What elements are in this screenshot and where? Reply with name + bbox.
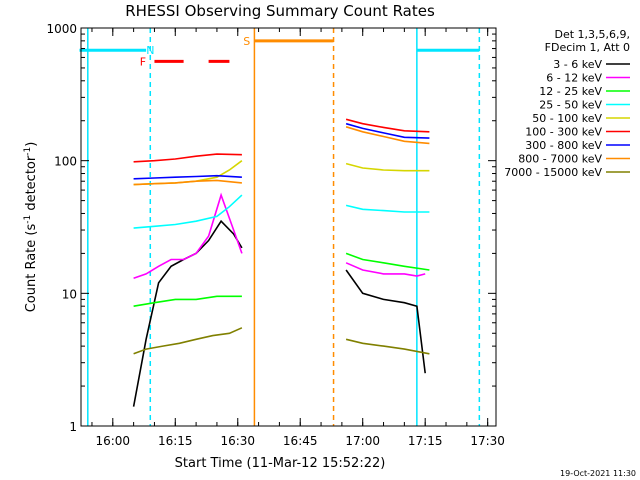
x-tick-label: 16:00 <box>95 434 130 448</box>
x-tick-label: 17:30 <box>470 434 505 448</box>
series-line <box>133 327 430 355</box>
legend-entry-label: 6 - 12 keV <box>546 72 602 85</box>
series-line <box>133 122 430 180</box>
x-tick-label: 17:15 <box>408 434 443 448</box>
x-tick-label: 17:00 <box>345 434 380 448</box>
y-tick-label: 1 <box>69 420 77 434</box>
y-tick-label: 1000 <box>46 22 77 36</box>
legend-entry-label: 25 - 50 keV <box>539 99 602 112</box>
plot-layers: NF S <box>79 28 481 426</box>
legend: Det 1,3,5,6,9, FDecim 1, Att 0 3 - 6 keV… <box>504 28 630 179</box>
series-line <box>133 192 426 279</box>
flag-label: F <box>140 55 146 68</box>
flag-label: S <box>243 35 250 48</box>
y-tick-label: 10 <box>62 287 77 301</box>
series-line <box>133 194 430 229</box>
legend-entry-label: 800 - 7000 keV <box>518 153 602 166</box>
series-line <box>133 118 430 163</box>
legend-entry-label: 7000 - 15000 keV <box>504 166 602 179</box>
y-axis-label: Count Rate (s-1 detector-1) <box>23 142 39 313</box>
legend-entry-label: 300 - 800 keV <box>525 139 602 152</box>
y-tick-label: 100 <box>54 155 77 169</box>
legend-entry-label: 3 - 6 keV <box>553 58 602 71</box>
legend-header-line-1: Det 1,3,5,6,9, <box>554 28 630 41</box>
date-stamp: 19-Oct-2021 11:30 <box>560 469 636 478</box>
chart-title: RHESSI Observing Summary Count Rates <box>125 2 435 20</box>
legend-entry-label: 12 - 25 keV <box>539 85 602 98</box>
flag-label: N <box>146 44 154 57</box>
x-tick-label: 16:45 <box>283 434 318 448</box>
x-tick-label: 16:15 <box>158 434 193 448</box>
x-axis-ticks: 16:00 16:15 16:30 16:45 17:00 17:15 17:30 <box>91 28 505 448</box>
series-line <box>133 126 430 186</box>
y-axis-ticks: 1 10 100 1000 <box>46 22 496 434</box>
x-tick-label: 16:30 <box>220 434 255 448</box>
x-axis-label: Start Time (11-Mar-12 15:52:22) <box>175 456 386 471</box>
legend-header-line-2: FDecim 1, Att 0 <box>545 41 630 54</box>
legend-entry-label: 50 - 100 keV <box>532 112 602 125</box>
legend-entry-label: 100 - 300 keV <box>525 126 602 139</box>
series-line <box>133 252 430 307</box>
plot-frame <box>80 27 497 427</box>
